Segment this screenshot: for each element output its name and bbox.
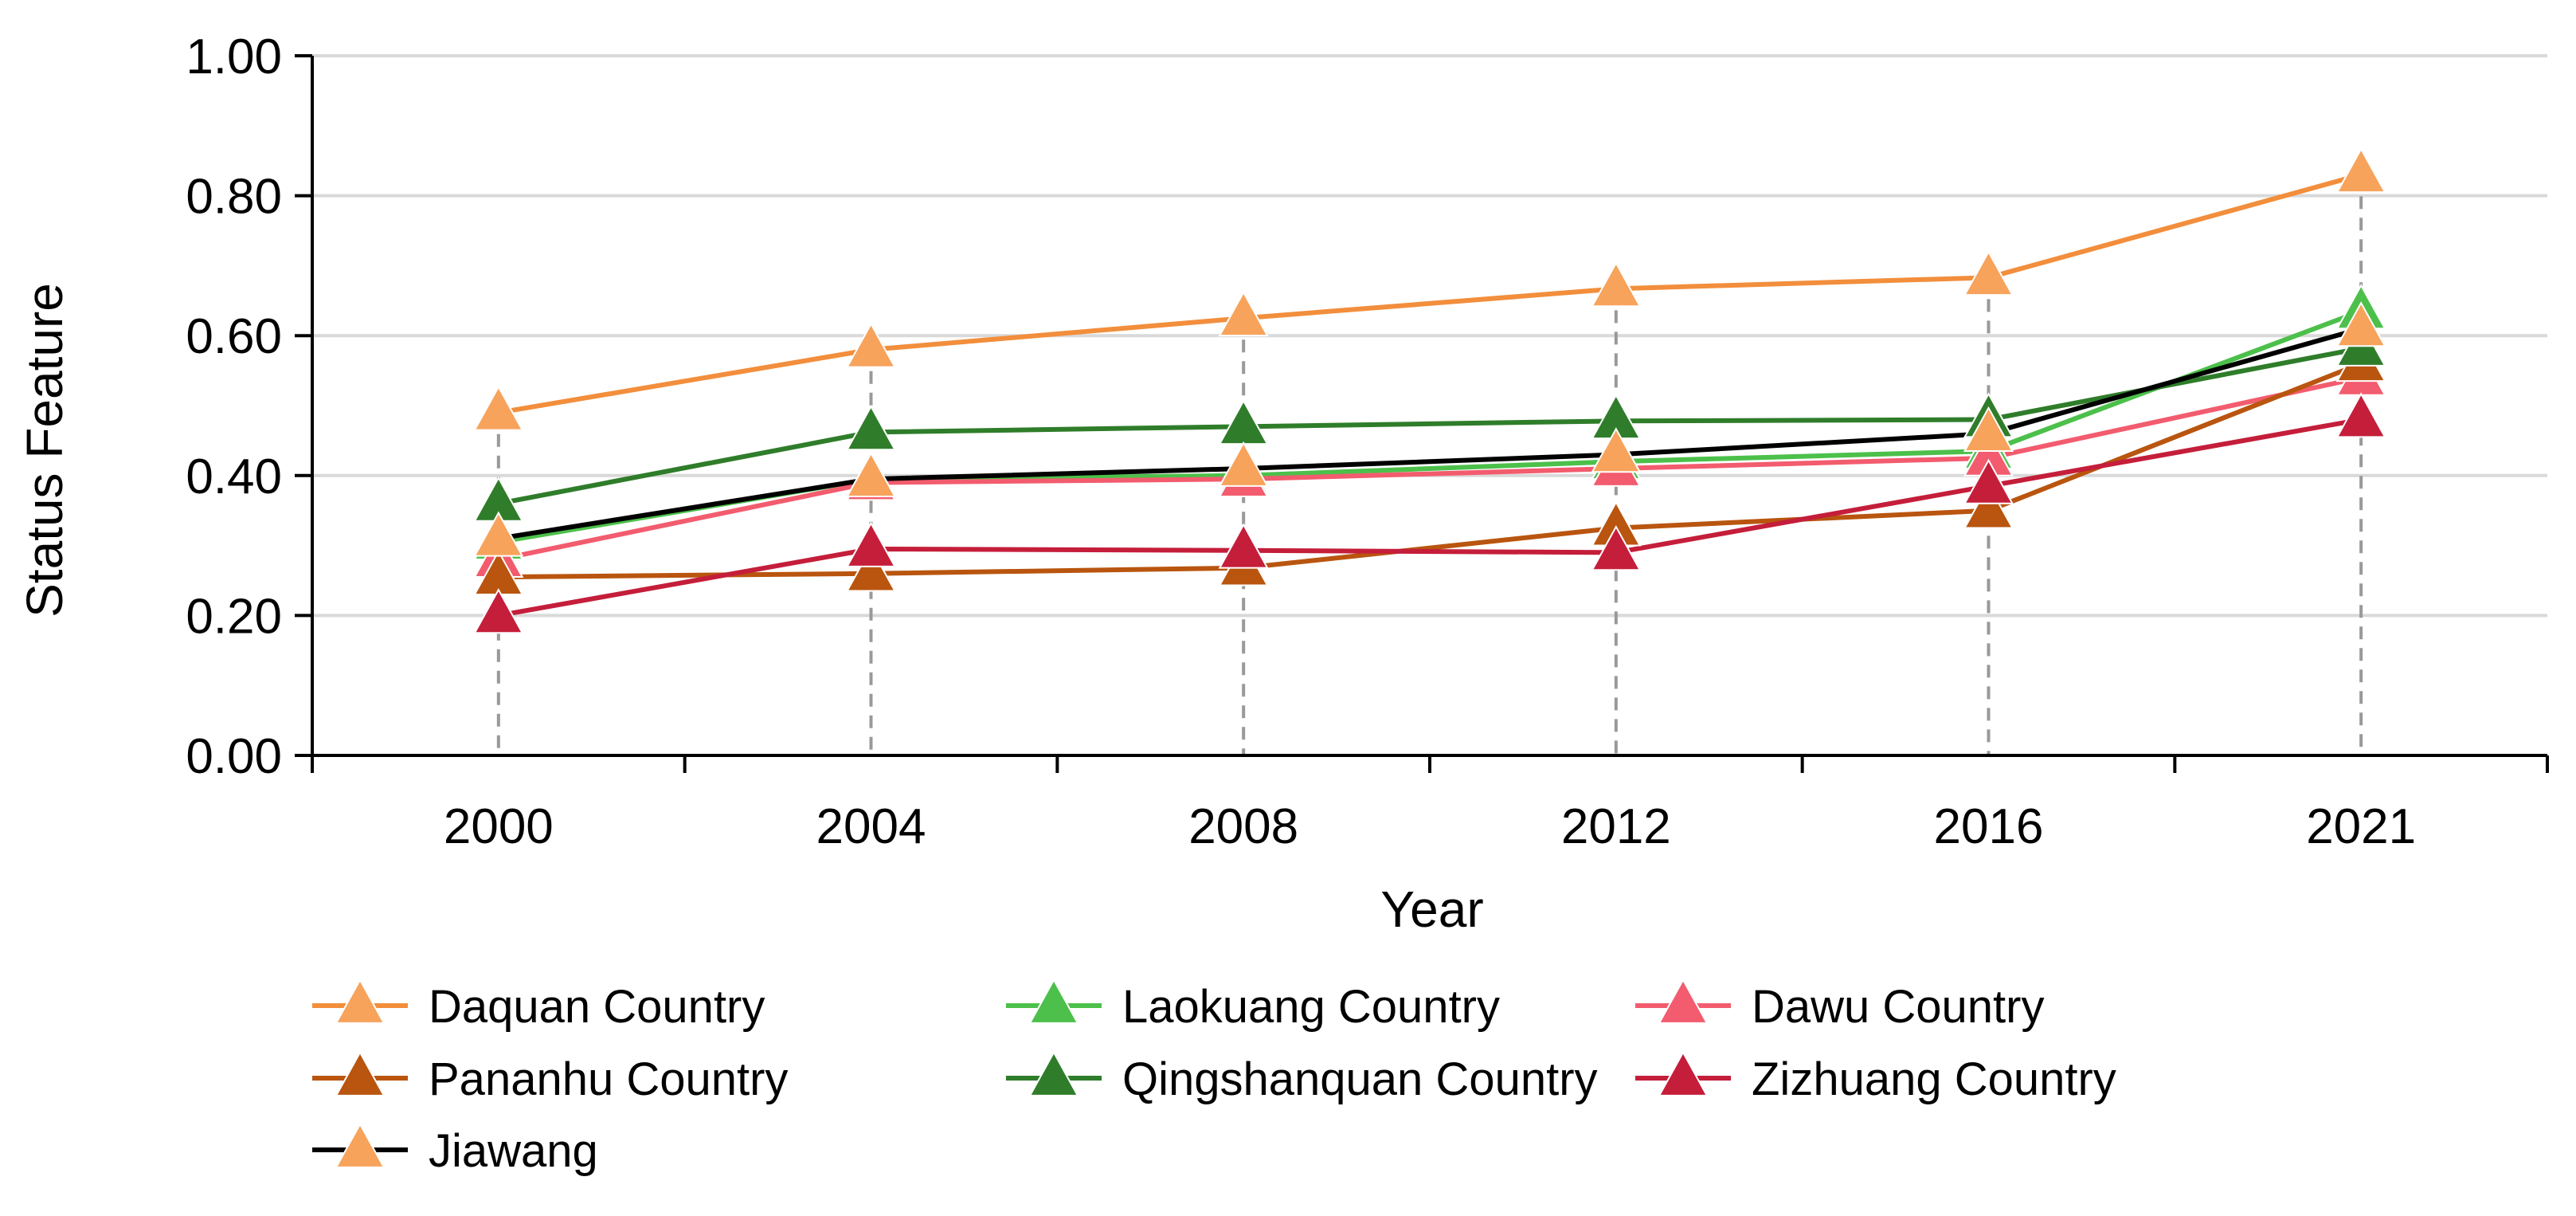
legend-swatch-marker <box>1028 978 1079 1024</box>
series-markers <box>473 147 2386 634</box>
legend-label: Pananhu Country <box>429 1053 788 1105</box>
x-tick-label: 2021 <box>2306 799 2416 854</box>
data-point <box>473 385 524 431</box>
legend-label: Daquan Country <box>429 981 765 1033</box>
legend-swatch-marker <box>335 1122 386 1168</box>
data-point <box>1591 261 1642 308</box>
data-point <box>845 322 897 368</box>
y-tick-label: 0.60 <box>186 309 282 364</box>
series-line <box>495 326 2364 541</box>
x-axis-title: Year <box>1380 881 1483 938</box>
x-tick-label: 2016 <box>1934 799 2044 854</box>
series-lines <box>495 172 2364 618</box>
y-tick-label: 0.40 <box>186 449 282 504</box>
y-tick-label: 0.20 <box>186 589 282 644</box>
y-tick-label: 1.00 <box>186 29 282 84</box>
data-point <box>845 451 897 498</box>
data-point <box>1591 427 1642 473</box>
series-line <box>495 417 2364 618</box>
legend-swatch-marker <box>335 1050 386 1096</box>
x-tick-label: 2012 <box>1561 799 1671 854</box>
series-line <box>495 308 2364 545</box>
legend-label: Jiawang <box>429 1125 598 1177</box>
legend-label: Laokuang Country <box>1122 981 1500 1033</box>
data-point <box>845 521 897 567</box>
x-tick-label: 2000 <box>444 799 554 854</box>
data-point <box>2335 301 2386 347</box>
y-tick-label: 0.80 <box>186 170 282 225</box>
data-point <box>845 405 897 451</box>
legend-swatch-marker <box>335 978 386 1024</box>
data-point <box>1963 250 2014 296</box>
legend-swatch-marker <box>1028 1050 1079 1096</box>
data-point <box>1591 525 1642 571</box>
legend-label: Qingshanquan Country <box>1122 1053 1598 1105</box>
x-tick-label: 2004 <box>816 799 926 854</box>
y-tick-label: 0.00 <box>186 729 282 784</box>
legend-swatch-marker <box>1658 1050 1709 1096</box>
x-tick-label: 2008 <box>1188 799 1298 854</box>
data-point <box>2335 392 2386 438</box>
legend: Daquan Country Laokuang Country Dawu Count… <box>312 978 2116 1177</box>
drop-lines <box>496 175 2363 755</box>
series-line <box>495 346 2364 506</box>
legend-label: Zizhuang Country <box>1752 1053 2116 1105</box>
data-point <box>845 546 897 592</box>
data-point <box>1218 523 1269 569</box>
legend-label: Dawu Country <box>1752 981 2044 1033</box>
data-point <box>473 511 524 557</box>
series-line <box>495 375 2364 563</box>
series-line <box>495 361 2364 580</box>
y-axis-title: Status Feature <box>16 283 73 618</box>
data-point <box>1218 290 1269 337</box>
legend-swatch-marker <box>1658 978 1709 1024</box>
data-point <box>1218 399 1269 445</box>
data-point <box>2335 147 2386 194</box>
data-point <box>1218 441 1269 487</box>
axes: 0.00 0.20 0.40 0.60 0.80 1.00 2000 2004 2008 2012… <box>186 29 2549 854</box>
gridlines <box>312 54 2547 618</box>
data-point <box>1963 483 2014 529</box>
data-point <box>1963 458 2014 504</box>
series-line <box>495 172 2364 415</box>
data-point <box>473 588 524 634</box>
data-point <box>1963 406 2014 452</box>
